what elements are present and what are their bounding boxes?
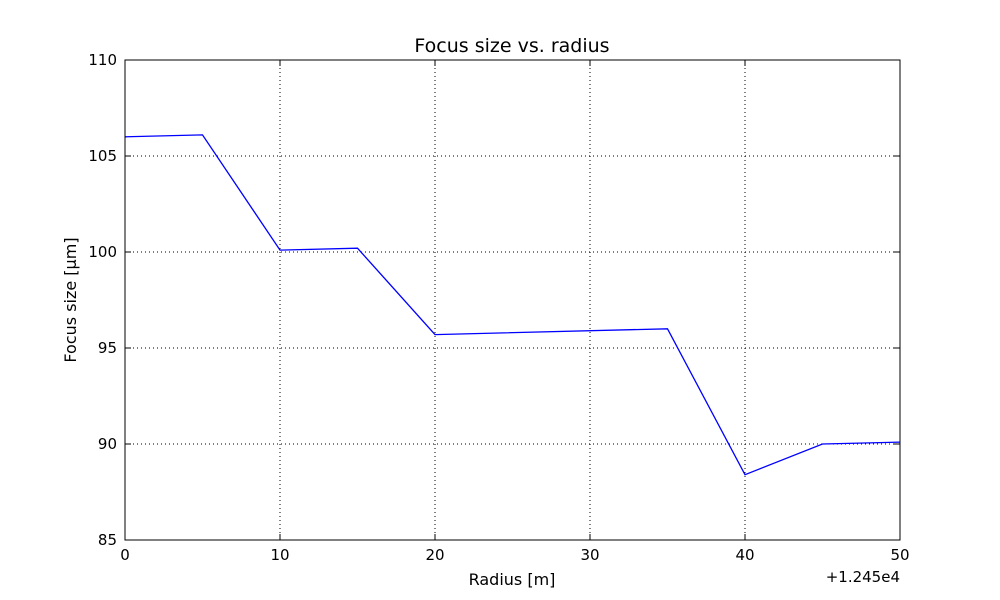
x-tick-label: 10 xyxy=(270,546,289,564)
y-tick-label: 90 xyxy=(98,435,117,453)
series-line-0 xyxy=(124,134,901,476)
y-tick-label: 85 xyxy=(98,531,117,549)
x-tick-label: 40 xyxy=(735,546,754,564)
y-tick-label: 105 xyxy=(88,147,117,165)
x-tick-label: 30 xyxy=(580,546,599,564)
plot-area xyxy=(125,60,900,540)
y-tick-labels: 85 90 95 100 105 110 xyxy=(88,51,117,549)
axis-ticks xyxy=(124,59,901,541)
x-tick-label: 20 xyxy=(425,546,444,564)
y-tick-label: 110 xyxy=(88,51,117,69)
series-lines xyxy=(124,134,901,476)
y-tick-label: 95 xyxy=(98,339,117,357)
x-tick-label: 0 xyxy=(120,546,130,564)
x-tick-label: 50 xyxy=(890,546,909,564)
x-tick-labels: 0 10 20 30 40 50 xyxy=(120,546,909,564)
chart-title: Focus size vs. radius xyxy=(414,35,609,57)
grid-lines xyxy=(125,60,900,540)
x-offset-label: +1.245e4 xyxy=(826,568,900,586)
plot-frame xyxy=(124,59,901,541)
y-axis-label: Focus size [µm] xyxy=(61,237,80,362)
x-axis-label: Radius [m] xyxy=(469,570,556,589)
y-tick-label: 100 xyxy=(88,243,117,261)
